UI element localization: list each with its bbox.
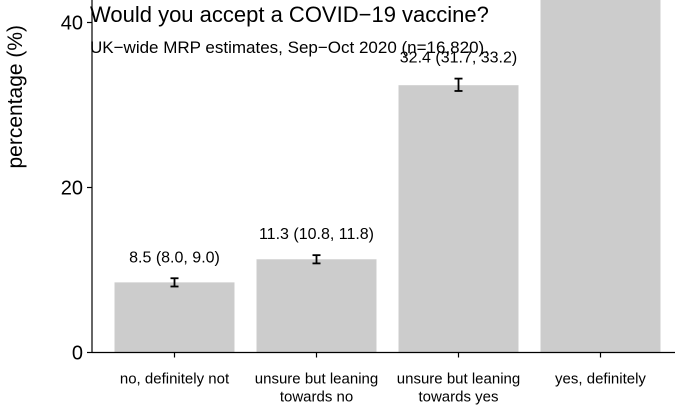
- x-tick-label: towards yes: [418, 389, 498, 406]
- bar: [540, 0, 661, 353]
- x-tick-label: unsure but leaning: [397, 371, 520, 388]
- x-tick-label: towards no: [280, 389, 353, 406]
- bar: [398, 85, 519, 353]
- bar: [114, 282, 235, 353]
- y-axis-title: percentage (%): [4, 25, 27, 169]
- x-tick-label: yes, definitely: [555, 371, 646, 388]
- y-tick-label: 20: [61, 178, 83, 200]
- x-tick-label: unsure but leaning: [255, 371, 378, 388]
- data-label: 32.4 (31.7, 33.2): [400, 50, 517, 67]
- y-tick-label: 0: [72, 343, 83, 365]
- chart-title: Would you accept a COVID−19 vaccine?: [90, 2, 489, 27]
- y-tick-label: 40: [61, 13, 83, 35]
- data-label: 11.3 (10.8, 11.8): [259, 226, 374, 243]
- bar: [256, 259, 377, 353]
- x-tick-label: no, definitely not: [120, 371, 230, 388]
- data-label: 8.5 (8.0, 9.0): [129, 249, 220, 266]
- chart-subtitle: UK−wide MRP estimates, Sep−Oct 2020 (n=1…: [90, 38, 489, 57]
